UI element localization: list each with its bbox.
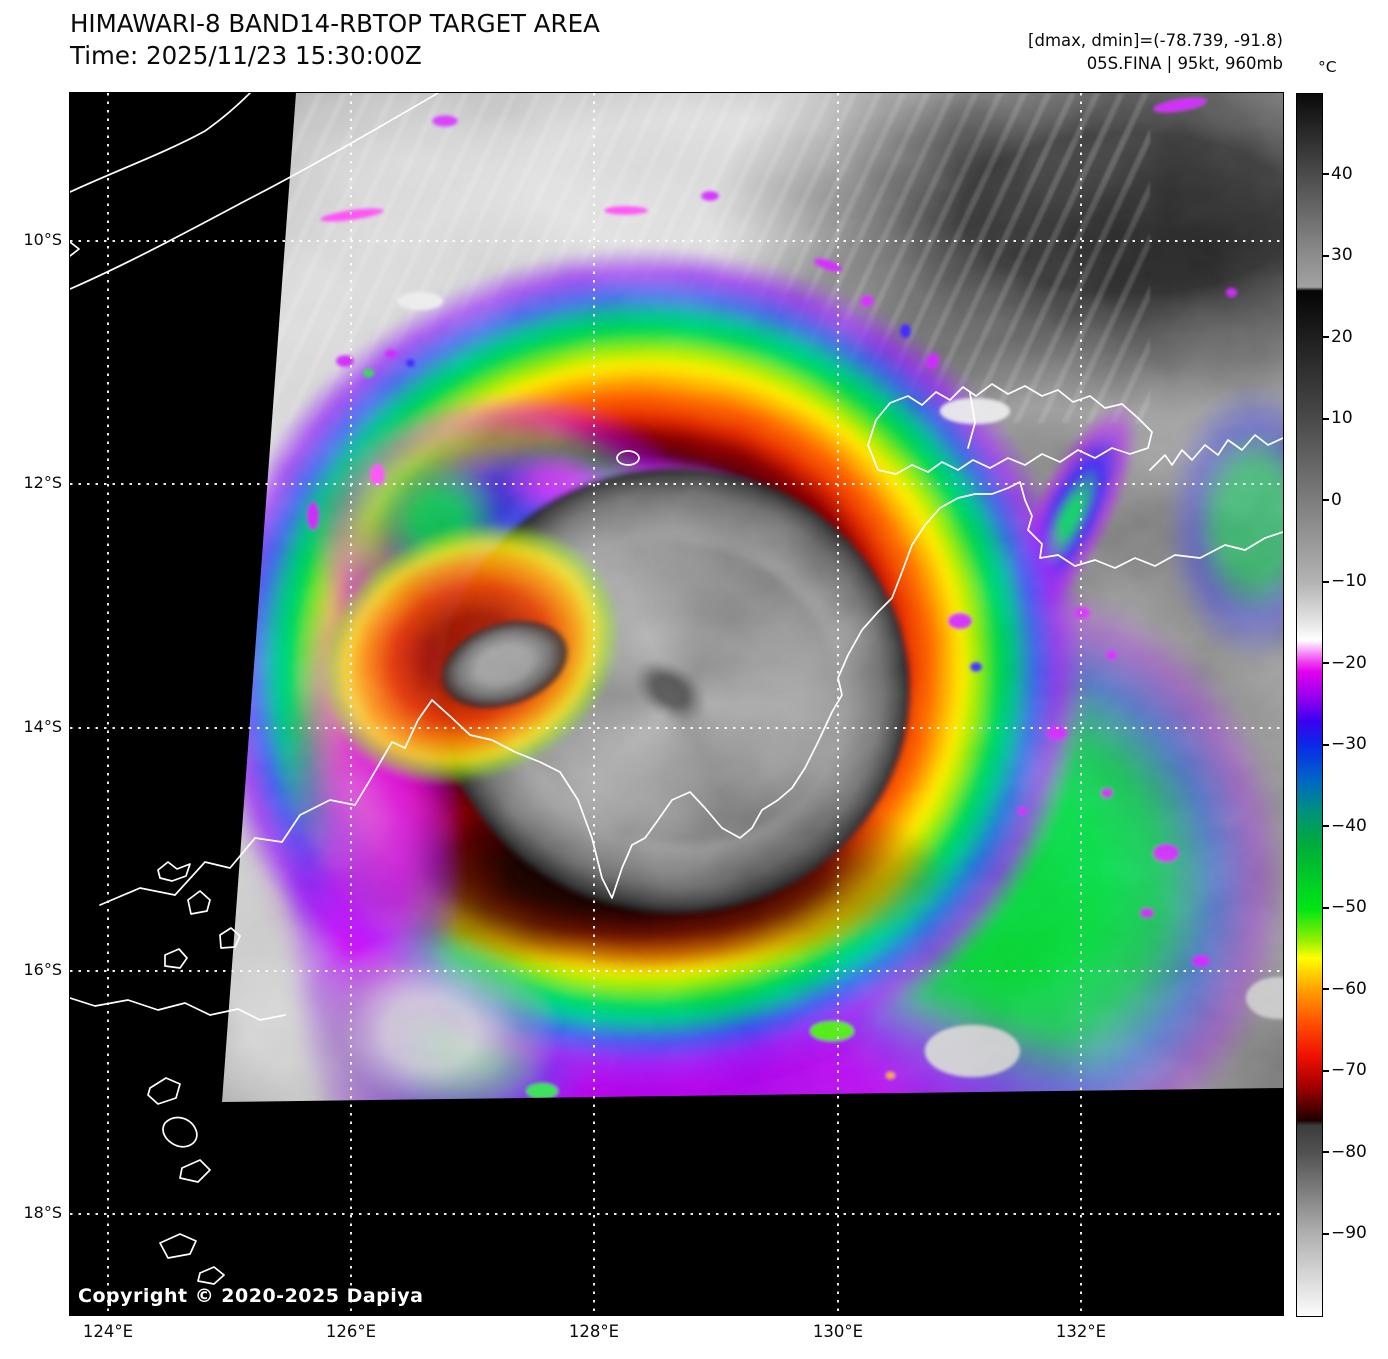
x-axis-label: 132°E [1055, 1322, 1107, 1341]
coastline-timor-north [70, 93, 251, 193]
annotation-block: [dmax, dmin]=(-78.739, -91.8) 05S.FINA |… [1028, 30, 1283, 75]
colorbar-tick [1322, 173, 1329, 175]
colorbar-tick [1322, 581, 1329, 583]
colorbar-tick-label: −70 [1331, 1060, 1367, 1080]
colorbar-tick [1322, 255, 1329, 257]
coastline-timor-south [70, 93, 439, 290]
colorbar-tick [1322, 988, 1329, 990]
y-axis-label: 18°S [23, 1203, 62, 1222]
y-axis-label: 16°S [23, 960, 62, 979]
coastline-cobourg [1149, 434, 1283, 471]
satellite-map: Copyright © 2020-2025 Dapiya [69, 92, 1284, 1316]
x-axis-label: 126°E [325, 1322, 377, 1341]
y-axis-label: 10°S [23, 230, 62, 249]
colorbar-tick-label: −40 [1331, 816, 1367, 836]
coastline-sw-islands [147, 1077, 225, 1285]
colorbar-tick-label: −50 [1331, 897, 1367, 917]
timestamp: Time: 2025/11/23 15:30:00Z [70, 41, 422, 70]
colorbar-tick [1322, 1233, 1329, 1235]
copyright-label: Copyright © 2020-2025 Dapiya [78, 1285, 424, 1307]
x-axis-label: 124°E [82, 1322, 134, 1341]
colorbar-tick-label: −80 [1331, 1142, 1367, 1162]
colorbar-tick [1322, 418, 1329, 420]
coastline-small-island [616, 450, 640, 466]
coastlines [70, 93, 1283, 1285]
colorbar-tick-label: −10 [1331, 571, 1367, 591]
x-axis-label: 130°E [812, 1322, 864, 1341]
coastline-kimberley [99, 481, 1283, 906]
colorbar-tick [1322, 1070, 1329, 1072]
colorbar [1296, 93, 1323, 1317]
colorbar-tick-label: −20 [1331, 653, 1367, 673]
colorbar-tick [1322, 499, 1329, 501]
cloud-noise-texture [222, 93, 1283, 1102]
colorbar-tick [1322, 662, 1329, 664]
colorbar-tick-label: 40 [1331, 164, 1353, 184]
storm-info-annotation: 05S.FINA | 95kt, 960mb [1086, 53, 1283, 73]
colorbar-tick [1322, 744, 1329, 746]
dmax-dmin-annotation: [dmax, dmin]=(-78.739, -91.8) [1028, 31, 1283, 50]
coastline-sw-fragment [70, 997, 286, 1021]
coastline-tiwi-islands [867, 383, 1153, 475]
colorbar-tick-label: 20 [1331, 327, 1353, 347]
colorbar-tick [1322, 336, 1329, 338]
y-axis-label: 14°S [23, 717, 62, 736]
coastline-fragment [70, 241, 80, 257]
colorbar-tick-label: −60 [1331, 979, 1367, 999]
page-title: HIMAWARI-8 BAND14-RBTOP TARGET AREA [70, 9, 600, 38]
colorbar-tick [1322, 907, 1329, 909]
coastline-apsley-strait [967, 392, 976, 449]
x-axis-label: 128°E [568, 1322, 620, 1341]
colorbar-tick-label: −30 [1331, 734, 1367, 754]
colorbar-tick [1322, 825, 1329, 827]
colorbar-tick-label: −90 [1331, 1223, 1367, 1243]
map-overlay [70, 93, 1283, 1315]
colorbar-tick-label: 10 [1331, 408, 1353, 428]
satellite-swath [222, 93, 1283, 1102]
colorbar-tick-label: 0 [1331, 490, 1342, 510]
y-axis-label: 12°S [23, 473, 62, 492]
colorbar-tick [1322, 1151, 1329, 1153]
colorbar-unit-label: °C [1318, 58, 1337, 76]
grid-lines [70, 93, 1283, 1315]
title-block: HIMAWARI-8 BAND14-RBTOP TARGET AREA Time… [70, 8, 600, 72]
colorbar-tick-label: 30 [1331, 245, 1353, 265]
coastline-archipelago [157, 861, 241, 969]
